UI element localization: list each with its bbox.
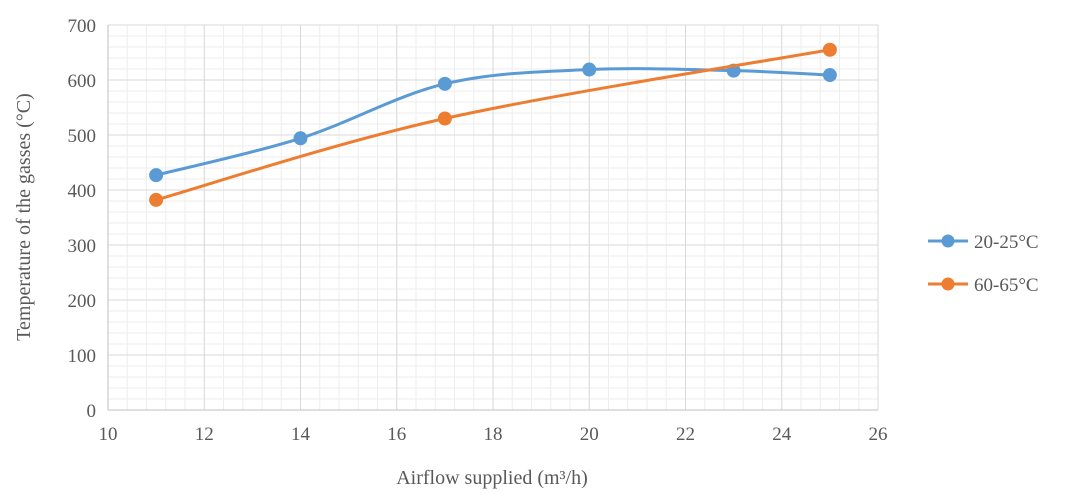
series-layer <box>149 42 837 207</box>
y-tick-label: 0 <box>87 401 97 422</box>
y-axis-title: Temperature of the gasses (°C) <box>13 93 35 341</box>
data-point-series-1 <box>582 62 597 77</box>
x-tick-label: 20 <box>580 424 599 445</box>
x-tick-label: 22 <box>676 424 695 445</box>
data-point-series-2 <box>822 42 837 57</box>
x-tick-label: 24 <box>772 424 792 445</box>
data-point-series-1 <box>293 131 308 146</box>
legend-marker <box>941 234 955 248</box>
legend-item-1: 20-25°C <box>928 232 1039 253</box>
legend-label: 60-65°C <box>974 275 1039 296</box>
data-point-series-1 <box>149 168 164 183</box>
data-point-series-1 <box>437 76 452 91</box>
y-tick-label: 200 <box>68 291 97 312</box>
y-tick-label: 700 <box>68 16 97 37</box>
legend-label: 20-25°C <box>974 232 1039 253</box>
x-tick-label: 12 <box>195 424 214 445</box>
x-tick-label: 16 <box>387 424 406 445</box>
x-tick-label: 10 <box>99 424 118 445</box>
legend: 20-25°C 60-65°C <box>928 232 1039 296</box>
data-point-series-2 <box>149 192 164 207</box>
y-tick-label: 600 <box>68 71 97 92</box>
y-tick-label: 300 <box>68 236 97 257</box>
y-tick-label: 400 <box>68 181 97 202</box>
x-axis-title: Airflow supplied (m³/h) <box>396 467 588 489</box>
legend-marker <box>941 277 955 291</box>
axes <box>107 25 878 411</box>
y-tick-label: 100 <box>68 346 97 367</box>
data-point-series-1 <box>822 68 837 83</box>
x-tick-label: 26 <box>869 424 888 445</box>
y-tick-label: 500 <box>68 126 97 147</box>
data-point-series-2 <box>437 111 452 126</box>
tick-labels: 10 12 14 16 18 20 22 24 26 0 100 200 300 400 500 600 700 <box>68 16 888 445</box>
x-tick-label: 14 <box>291 424 311 445</box>
major-gridlines <box>107 24 879 411</box>
legend-item-2: 60-65°C <box>928 275 1039 296</box>
x-tick-label: 18 <box>484 424 503 445</box>
